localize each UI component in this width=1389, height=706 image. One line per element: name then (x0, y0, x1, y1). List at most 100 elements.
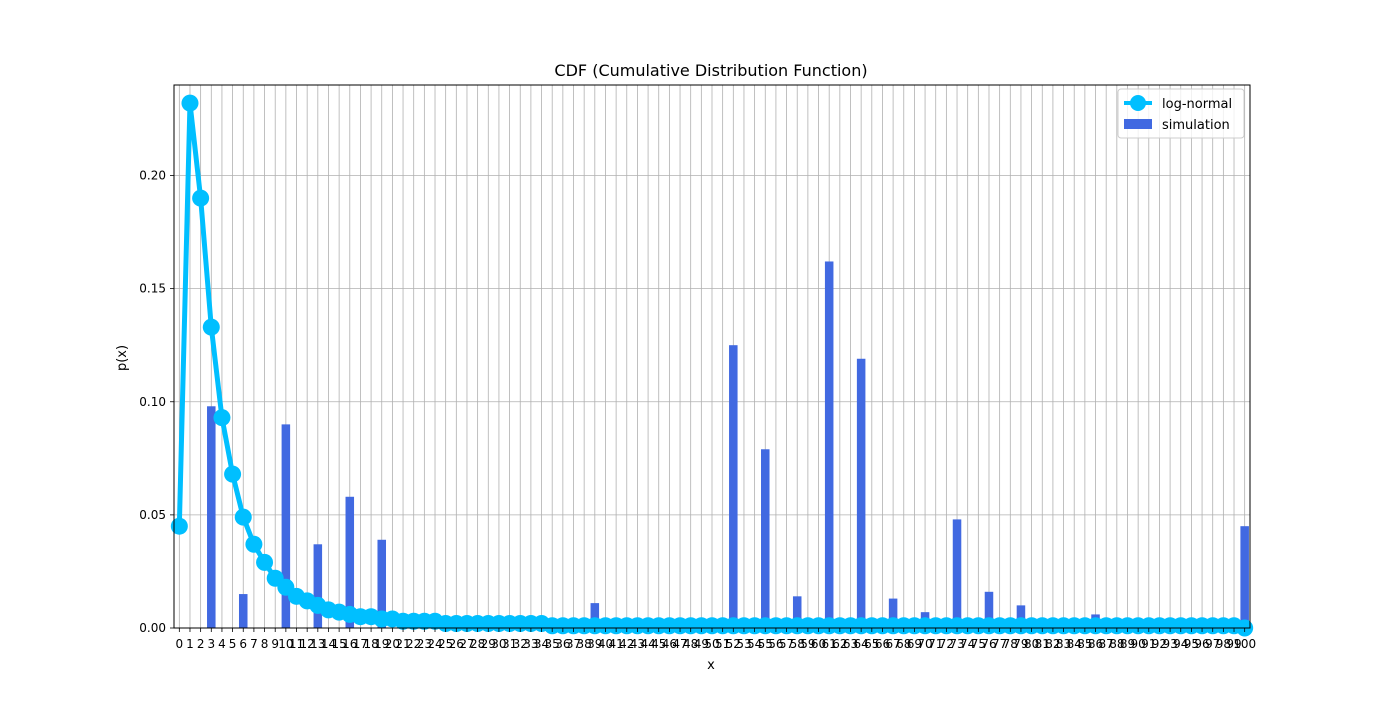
x-tick-label: 46 (662, 637, 677, 651)
x-tick-label: 79 (1013, 637, 1028, 651)
x-tick-label: 97 (1205, 637, 1220, 651)
x-tick-label: 93 (1162, 637, 1177, 651)
y-tick-label: 0.05 (139, 508, 166, 522)
x-tick-label: 86 (1088, 637, 1103, 651)
x-tick-label: 47 (672, 637, 687, 651)
x-tick-label: 95 (1184, 637, 1199, 651)
x-tick-label: 16 (342, 637, 357, 651)
x-tick-label: 92 (1152, 637, 1167, 651)
x-tick-label: 0 (176, 637, 184, 651)
x-tick-label: 23 (417, 637, 432, 651)
x-tick-label: 6 (239, 637, 247, 651)
x-tick-label: 78 (1003, 637, 1018, 651)
x-tick-label: 82 (1045, 637, 1060, 651)
simulation-bar (1240, 526, 1249, 628)
x-tick-label: 87 (1099, 637, 1114, 651)
log-normal-line (170, 94, 1254, 637)
x-tick-label: 22 (406, 637, 421, 651)
x-tick-label: 61 (822, 637, 837, 651)
x-tick-label: 56 (768, 637, 783, 651)
x-tick-label: 11 (289, 637, 304, 651)
x-tick-label: 14 (321, 637, 336, 651)
y-tick-label: 0.00 (139, 621, 166, 635)
x-tick-label: 72 (939, 637, 954, 651)
simulation-bar (952, 519, 962, 628)
x-tick-label: 44 (640, 637, 655, 651)
x-tick-label: 41 (608, 637, 623, 651)
y-tick-label: 0.10 (139, 395, 166, 409)
simulation-bar (888, 598, 898, 628)
simulation-bar (792, 596, 802, 628)
x-tick-label: 18 (363, 637, 378, 651)
legend-marker-swatch (1130, 95, 1146, 111)
x-tick-label: 54 (747, 637, 762, 651)
x-tick-label: 5 (229, 637, 237, 651)
legend-label-log-normal: log-normal (1162, 97, 1232, 112)
x-tick-label: 42 (619, 637, 634, 651)
x-tick-label: 65 (864, 637, 879, 651)
simulation-bar (984, 591, 994, 628)
x-tick-label: 17 (353, 637, 368, 651)
x-tick-label: 7 (250, 637, 258, 651)
legend-label-simulation: simulation (1162, 118, 1230, 133)
x-tick-label: 63 (843, 637, 858, 651)
x-tick-label: 71 (928, 637, 943, 651)
x-tick-label: 30 (491, 637, 506, 651)
x-tick-label: 52 (726, 637, 741, 651)
x-tick-label: 81 (1035, 637, 1050, 651)
simulation-bar (824, 261, 834, 628)
x-tick-label: 85 (1077, 637, 1092, 651)
x-tick-label: 49 (694, 637, 709, 651)
x-tick-label: 88 (1109, 637, 1124, 651)
x-tick-label: 36 (555, 637, 570, 651)
x-tick-label: 40 (598, 637, 613, 651)
x-tick-label: 24 (427, 637, 442, 651)
x-tick-label: 8 (261, 637, 269, 651)
x-tick-label: 43 (630, 637, 645, 651)
x-tick-label: 91 (1141, 637, 1156, 651)
grid-lines (174, 85, 1250, 629)
x-axis-label: x (707, 658, 715, 673)
chart-title: CDF (Cumulative Distribution Function) (554, 61, 867, 80)
x-tick-label: 2 (197, 637, 205, 651)
x-tick-label: 83 (1056, 637, 1071, 651)
x-tick-label: 94 (1173, 637, 1188, 651)
x-tick-label: 34 (534, 637, 549, 651)
x-tick-label: 26 (449, 637, 464, 651)
x-tick-label: 76 (981, 637, 996, 651)
simulation-bar (761, 449, 770, 628)
x-tick-label: 98 (1216, 637, 1231, 651)
x-tick-label: 57 (779, 637, 794, 651)
simulation-bar (1016, 605, 1026, 628)
chart-legend: log-normal simulation (1117, 88, 1245, 139)
y-axis-label: p(x) (115, 345, 130, 371)
y-tick-label: 0.15 (139, 282, 166, 296)
x-tick-label: 53 (736, 637, 751, 651)
x-tick-label: 70 (917, 637, 932, 651)
simulation-bar (281, 424, 291, 628)
x-tick-label: 90 (1130, 637, 1145, 651)
simulation-bar (377, 539, 387, 628)
x-tick-label: 15 (331, 637, 346, 651)
x-tick-label: 64 (854, 637, 869, 651)
x-tick-label: 25 (438, 637, 453, 651)
x-tick-label: 12 (300, 637, 315, 651)
x-tick-label: 60 (811, 637, 826, 651)
x-tick-label: 3 (207, 637, 215, 651)
x-tick-label: 10 (278, 637, 293, 651)
y-tick-label: 0.20 (139, 169, 166, 183)
legend-bar-swatch (1124, 119, 1152, 129)
x-tick-label: 38 (577, 637, 592, 651)
log-normal-point (245, 535, 263, 553)
x-tick-label: 80 (1024, 637, 1039, 651)
x-tick-label: 20 (385, 637, 400, 651)
x-tick-label: 100 (1233, 637, 1256, 651)
x-tick-label: 9 (271, 637, 279, 651)
simulation-bar (238, 594, 248, 628)
x-tick-label: 4 (218, 637, 226, 651)
x-tick-label: 73 (949, 637, 964, 651)
x-tick-label: 77 (992, 637, 1007, 651)
x-tick-label: 31 (502, 637, 517, 651)
x-tick-label: 29 (481, 637, 496, 651)
